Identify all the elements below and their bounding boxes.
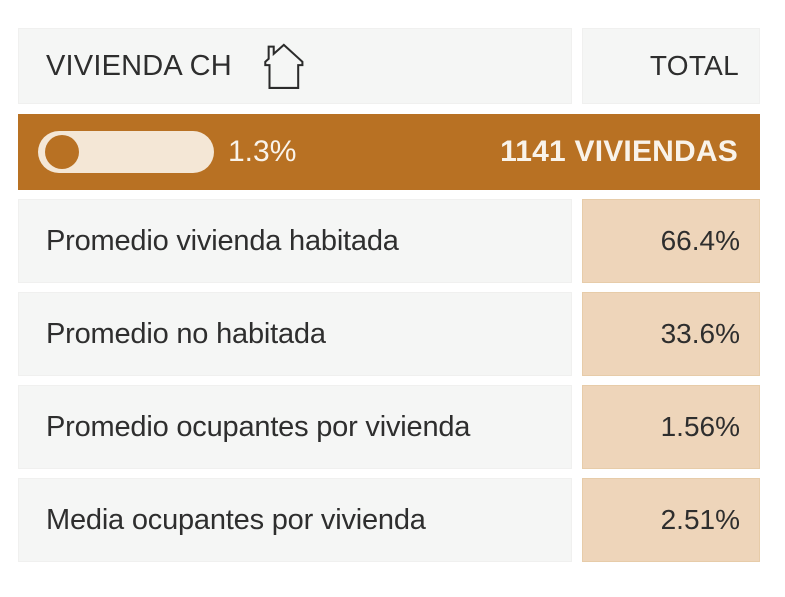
row-value: 66.4%	[660, 225, 740, 256]
row-label: Promedio ocupantes por vivienda	[46, 410, 471, 443]
vivienda-stats-card: VIVIENDA CH TOTAL 1.3% 1141 VIVIENDAS Pr…	[18, 28, 760, 571]
row-label: Promedio vivienda habitada	[46, 224, 399, 257]
row-label: Promedio no habitada	[46, 317, 326, 350]
table-row: Promedio ocupantes por vivienda 1.56%	[18, 385, 760, 469]
row-value-cell: 2.51%	[582, 478, 760, 562]
card-header-row: VIVIENDA CH TOTAL	[18, 28, 760, 104]
row-value-cell: 33.6%	[582, 292, 760, 376]
total-viviendas-value: 1141 VIVIENDAS	[500, 135, 738, 168]
progress-percent: 1.3%	[228, 135, 297, 168]
progress-bar	[38, 131, 214, 173]
row-label-cell: Media ocupantes por vivienda	[18, 478, 572, 562]
card-title: VIVIENDA CH	[46, 49, 232, 82]
row-label-cell: Promedio ocupantes por vivienda	[18, 385, 572, 469]
total-header-label: TOTAL	[649, 50, 739, 81]
summary-banner: 1.3% 1141 VIVIENDAS	[18, 114, 760, 190]
table-row: Media ocupantes por vivienda 2.51%	[18, 478, 760, 562]
table-row: Promedio no habitada 33.6%	[18, 292, 760, 376]
table-row: Promedio vivienda habitada 66.4%	[18, 199, 760, 283]
progress-knob	[45, 135, 79, 169]
row-value-cell: 66.4%	[582, 199, 760, 283]
row-label-cell: Promedio vivienda habitada	[18, 199, 572, 283]
row-value: 2.51%	[660, 504, 740, 535]
row-value-cell: 1.56%	[582, 385, 760, 469]
total-column-header: TOTAL	[582, 28, 760, 104]
house-icon	[254, 35, 312, 97]
row-value: 1.56%	[660, 411, 740, 442]
row-label-cell: Promedio no habitada	[18, 292, 572, 376]
card-header: VIVIENDA CH	[18, 28, 572, 104]
row-label: Media ocupantes por vivienda	[46, 503, 426, 536]
row-value: 33.6%	[660, 318, 740, 349]
